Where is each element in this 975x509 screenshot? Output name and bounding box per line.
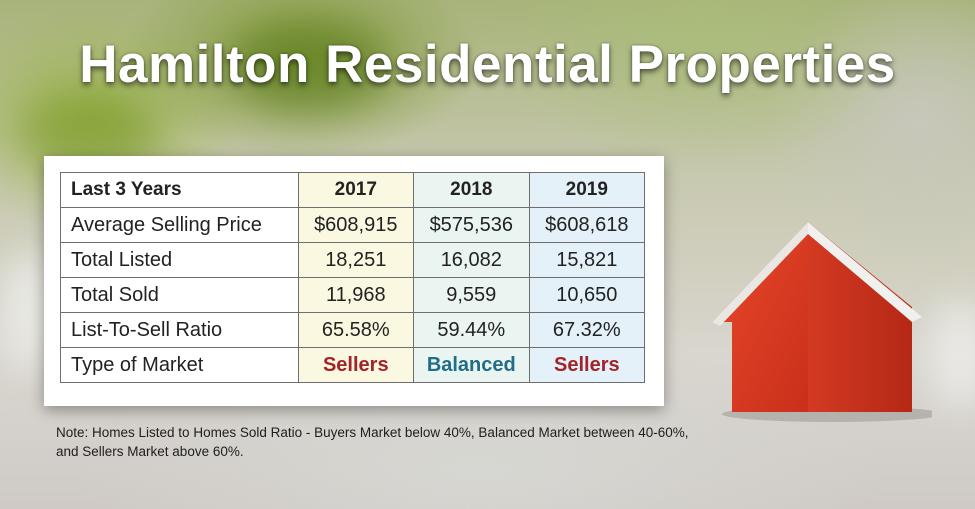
table-row: Average Selling Price $608,915 $575,536 … — [60, 207, 646, 243]
cell-value: 16,082 — [412, 242, 530, 278]
cell-value: $608,915 — [297, 207, 414, 243]
cell-value: 65.58% — [297, 312, 414, 348]
background-house-blur — [930, 300, 975, 410]
cell-value: 10,650 — [528, 277, 646, 313]
cell-value: 15,821 — [528, 242, 646, 278]
market-type-value: Sellers — [528, 347, 646, 383]
market-type-value: Sellers — [297, 347, 414, 383]
header-year-2019: 2019 — [528, 172, 646, 208]
cell-value: 9,559 — [412, 277, 530, 313]
cell-value: $575,536 — [412, 207, 530, 243]
table-row: Total Sold 11,968 9,559 10,650 — [60, 277, 646, 313]
market-type-value: Balanced — [412, 347, 530, 383]
cell-value: 11,968 — [297, 277, 414, 313]
stats-card: Last 3 Years 2017 2018 2019 Average Sell… — [44, 156, 664, 406]
page-title: Hamilton Residential Properties — [79, 35, 896, 94]
table-header-row: Last 3 Years 2017 2018 2019 — [60, 172, 646, 208]
background-foliage — [230, 20, 390, 110]
house-icon — [712, 222, 932, 422]
cell-value: 67.32% — [528, 312, 646, 348]
row-label: Total Sold — [60, 277, 299, 313]
footnote: Note: Homes Listed to Homes Sold Ratio -… — [56, 425, 689, 459]
row-label: List-To-Sell Ratio — [60, 312, 299, 348]
header-year-2017: 2017 — [297, 172, 414, 208]
row-label: Total Listed — [60, 242, 299, 278]
cell-value: 18,251 — [297, 242, 414, 278]
table-row: Type of Market Sellers Balanced Sellers — [60, 347, 646, 383]
cell-value: $608,618 — [528, 207, 646, 243]
table-row: List-To-Sell Ratio 65.58% 59.44% 67.32% — [60, 312, 646, 348]
header-year-2018: 2018 — [412, 172, 530, 208]
table-row: Total Listed 18,251 16,082 15,821 — [60, 242, 646, 278]
stats-table: Last 3 Years 2017 2018 2019 Average Sell… — [60, 172, 646, 383]
cell-value: 59.44% — [412, 312, 530, 348]
row-label: Average Selling Price — [60, 207, 299, 243]
header-label: Last 3 Years — [60, 172, 299, 208]
row-label: Type of Market — [60, 347, 299, 383]
